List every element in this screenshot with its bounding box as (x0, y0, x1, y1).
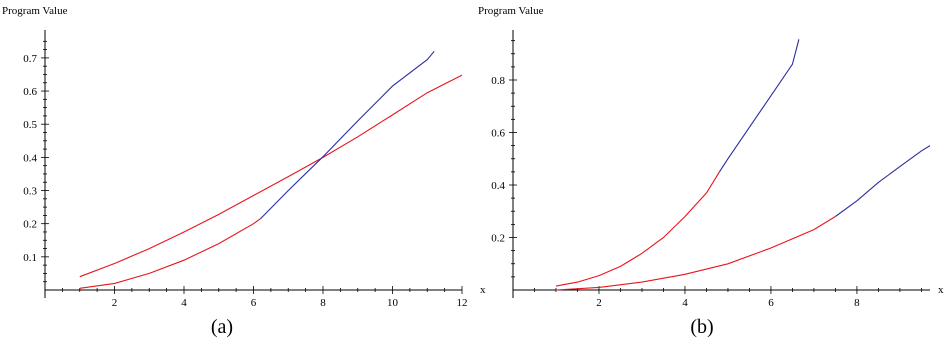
series-line (718, 39, 800, 173)
series-line (555, 216, 836, 291)
y-tick-label: 0.5 (23, 119, 37, 131)
y-tick-label: 0.8 (491, 75, 505, 87)
x-tick-label: 2 (596, 297, 602, 309)
y-tick-label: 0.3 (23, 186, 37, 198)
panel-a: Program Value x (a) 2 4 6 8 10 12 0.1 0.2 0.3 0.4… (2, 5, 486, 338)
y-tick-label: 0.7 (23, 53, 37, 65)
x-tick-label: 4 (682, 297, 688, 309)
y-tick-label: 0.4 (491, 180, 505, 192)
y-tick-label: 0.6 (23, 86, 37, 98)
x-tick-label: 4 (181, 297, 187, 309)
x-axis-label: x (938, 284, 944, 296)
panel-caption: (a) (211, 316, 233, 338)
y-axis-label: Program Value (478, 5, 544, 17)
x-tick-label: 10 (387, 297, 399, 309)
series-line (555, 171, 720, 287)
x-tick-label: 8 (854, 297, 860, 309)
y-tick-label: 0.2 (23, 219, 37, 231)
series-line (260, 50, 435, 220)
x-axis-label: x (480, 284, 486, 296)
x-tick-label: 6 (768, 297, 774, 309)
y-tick-label: 0.6 (491, 128, 505, 140)
x-tick-label: 8 (320, 297, 326, 309)
panel-caption: (b) (690, 316, 713, 338)
y-tick-label: 0.4 (23, 152, 37, 164)
y-tick-label: 0.1 (23, 252, 37, 264)
panel-b: Program Value x (b) 2 4 6 8 0.2 0.4 0.6 0.8 (478, 5, 944, 338)
series-line (835, 145, 931, 217)
x-tick-label: 6 (251, 297, 257, 309)
y-tick-label: 0.2 (491, 233, 505, 245)
x-tick-label: 2 (112, 297, 118, 309)
y-axis-label: Program Value (2, 5, 68, 17)
series-line (79, 218, 261, 289)
x-tick-label: 12 (457, 297, 468, 309)
series-line (79, 74, 463, 278)
